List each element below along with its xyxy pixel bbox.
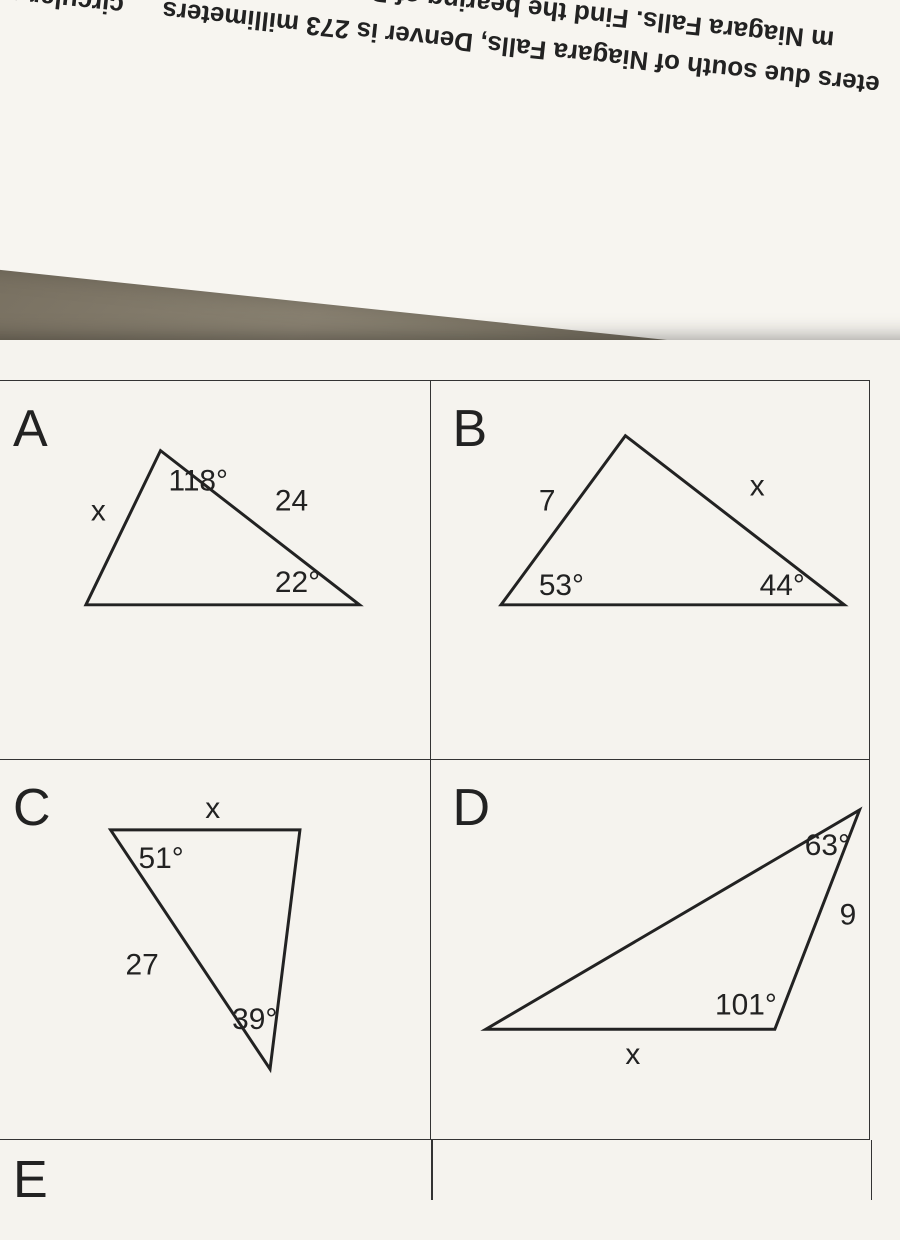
svg-text:24: 24 [275, 484, 308, 517]
problem-grid: A x 118° 24 22° B 7 x 53° 44° [0, 380, 870, 1140]
svg-text:x: x [91, 494, 106, 527]
top-paper-frag-1: circular a [7, 0, 125, 21]
letter-e: E [13, 1150, 48, 1210]
svg-text:22°: 22° [275, 566, 320, 599]
svg-text:51°: 51° [138, 842, 183, 875]
triangle-a: x 118° 24 22° [0, 381, 430, 759]
svg-text:101°: 101° [715, 988, 777, 1021]
svg-text:118°: 118° [168, 464, 227, 497]
triangle-c: x 51° 27 39° [0, 760, 430, 1139]
row-stub: E [0, 1140, 872, 1200]
svg-text:x: x [205, 792, 220, 825]
stub-divider [431, 1140, 433, 1200]
svg-text:53°: 53° [538, 569, 583, 602]
svg-text:44°: 44° [759, 569, 804, 602]
svg-text:x: x [749, 469, 764, 502]
svg-text:27: 27 [126, 948, 159, 981]
cell-c: C x 51° 27 39° [0, 760, 431, 1140]
svg-text:39°: 39° [232, 1003, 277, 1036]
cell-b: B 7 x 53° 44° [431, 380, 871, 760]
cell-d: D 63° 9 101° x [431, 760, 871, 1140]
svg-text:9: 9 [839, 899, 856, 932]
svg-text:7: 7 [538, 484, 555, 517]
cell-a: A x 118° 24 22° [0, 380, 431, 760]
triangle-b: 7 x 53° 44° [431, 381, 870, 759]
svg-text:x: x [625, 1038, 640, 1071]
triangle-d: 63° 9 101° x [431, 760, 870, 1139]
worksheet-sheet: A x 118° 24 22° B 7 x 53° 44° [0, 340, 900, 1240]
svg-text:63°: 63° [804, 829, 849, 862]
